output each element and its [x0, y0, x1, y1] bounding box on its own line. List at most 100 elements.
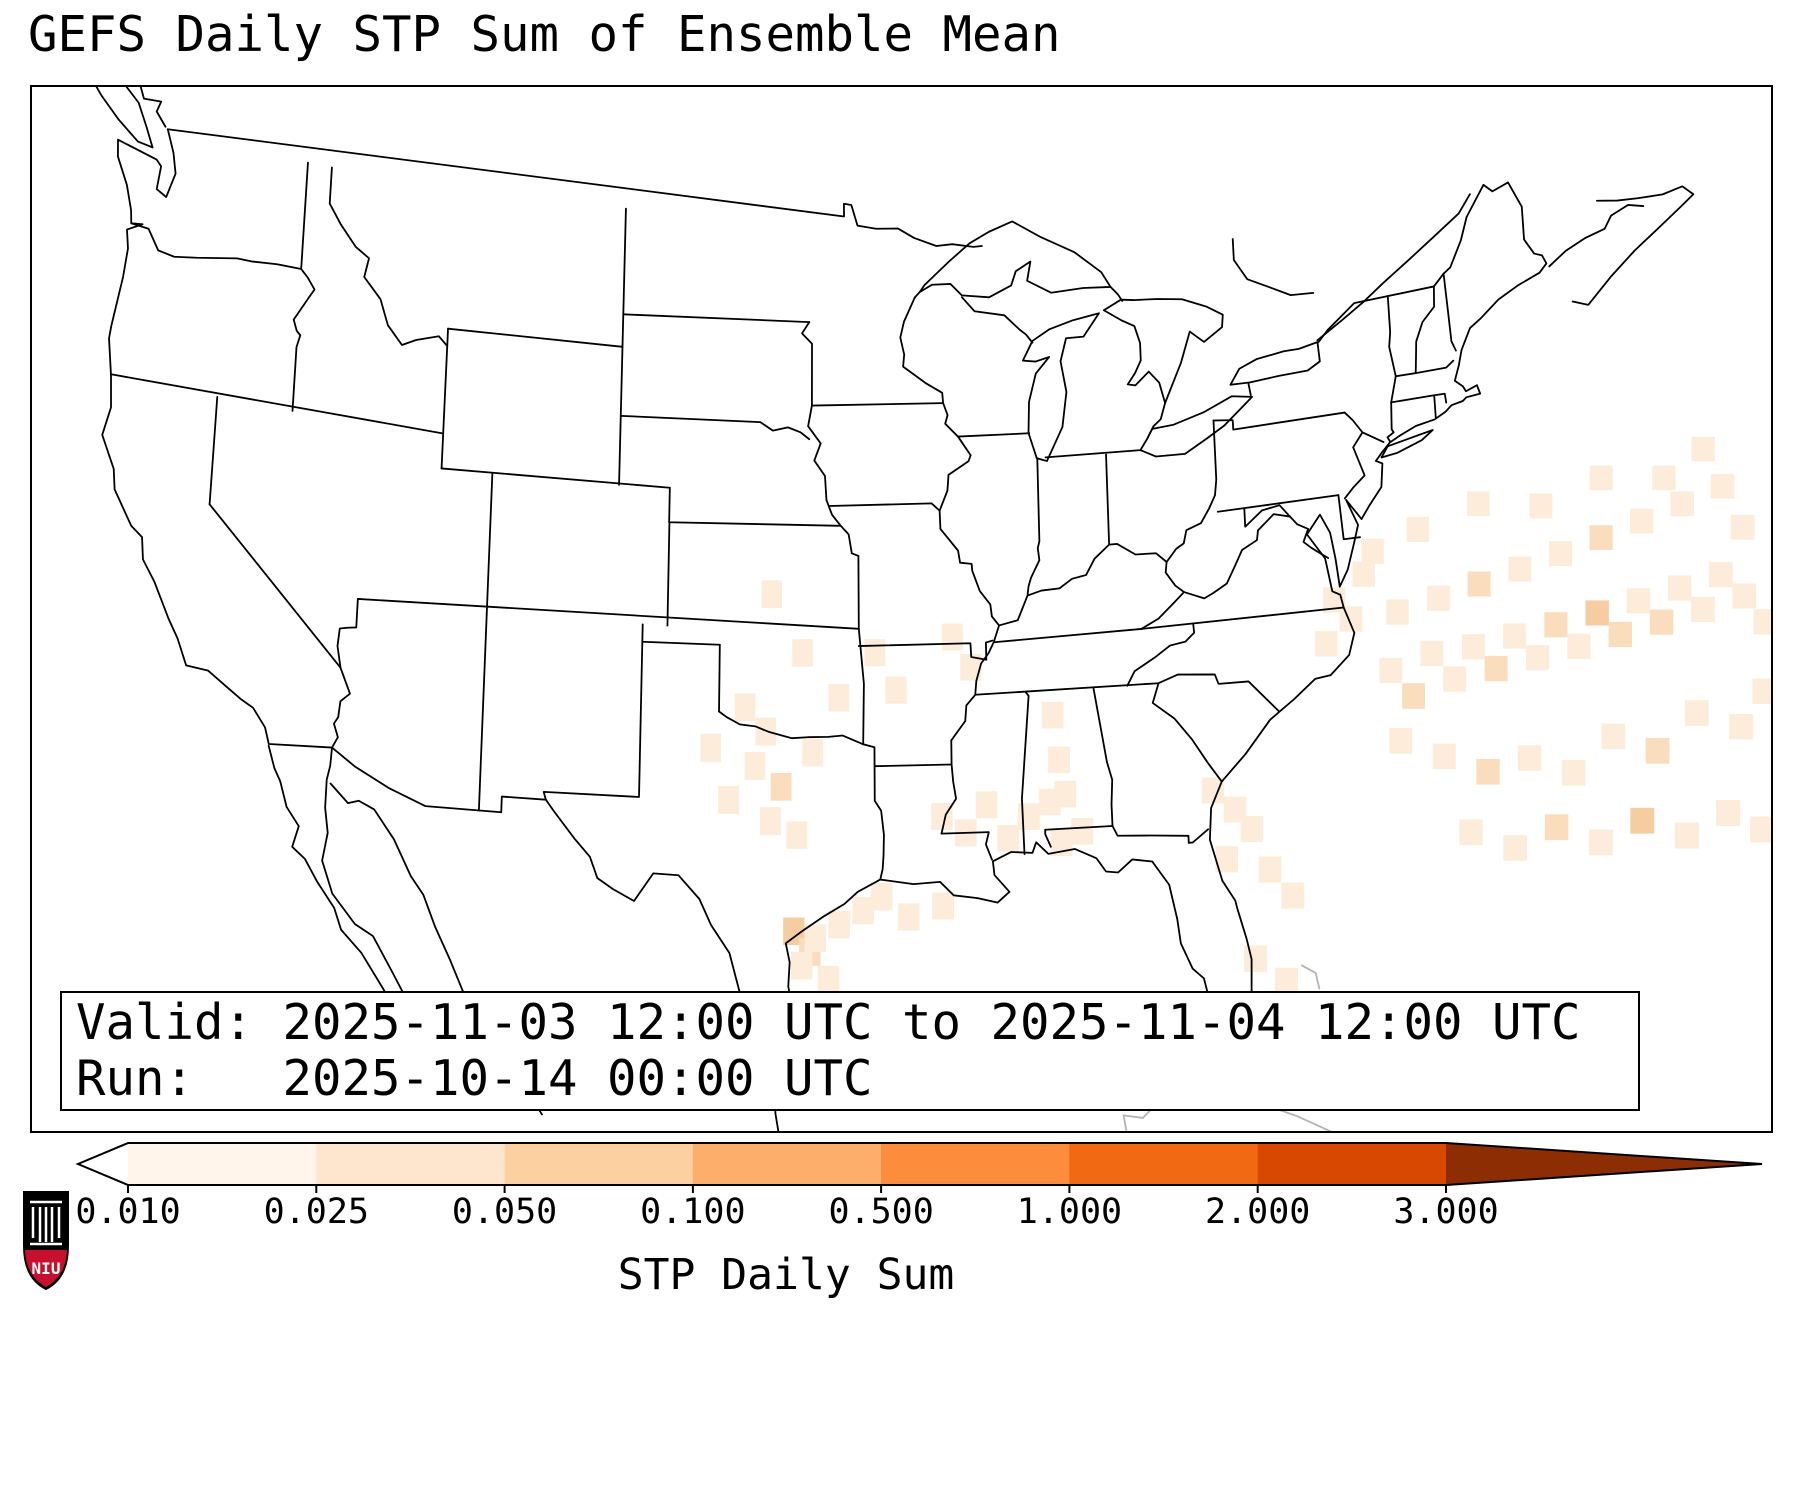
colorbar-tick-label: 1.000 [1016, 1192, 1123, 1232]
stp-cell [1215, 846, 1239, 873]
stp-cell [1048, 746, 1070, 774]
colorbar-segment [692, 1143, 882, 1185]
stp-cell [1601, 723, 1626, 750]
colorbar-segment [504, 1143, 694, 1185]
colorbar-tick-label: 0.050 [451, 1192, 558, 1232]
valid-run-info-box: Valid: 2025-11-03 12:00 UTC to 2025-11-0… [60, 991, 1640, 1111]
stp-cell [975, 791, 998, 819]
stp-cell [791, 951, 813, 980]
colorbar-tick-label: 3.000 [1393, 1192, 1499, 1232]
stp-cell [802, 738, 824, 767]
stp-cell [1732, 583, 1757, 609]
stp-cell [1274, 967, 1298, 995]
stp-cell [1420, 640, 1444, 667]
stp-cell [828, 910, 850, 939]
stp-cell [783, 917, 805, 946]
stp-cell [1386, 599, 1409, 625]
stp-cell [1041, 701, 1064, 729]
stp-cell [1258, 856, 1282, 883]
stp-cell [1050, 829, 1073, 857]
stp-cell [1710, 473, 1735, 499]
stp-cell [852, 896, 874, 925]
stp-cell [734, 693, 756, 722]
colorbar-tick-label: 0.500 [828, 1192, 934, 1232]
stp-cell [1667, 575, 1692, 601]
stp-cell [1716, 800, 1741, 826]
stp-cell [941, 623, 963, 651]
stp-cell [1585, 600, 1609, 626]
stp-cell [1018, 803, 1040, 830]
colorbar [60, 1141, 1770, 1199]
stp-cell [1432, 743, 1456, 770]
stp-cell [804, 924, 826, 952]
stp-cell [1517, 745, 1542, 771]
stp-cell [1315, 631, 1338, 657]
stp-cell [1561, 760, 1586, 786]
stp-cell [870, 883, 893, 911]
stp-cell [1549, 541, 1573, 567]
stp-cell [1729, 713, 1754, 740]
stp-cell [761, 580, 782, 609]
stp-cell [744, 751, 766, 780]
stp-cell [1054, 780, 1077, 808]
stp-cell [1567, 633, 1591, 659]
stp-cell [960, 653, 982, 681]
stp-cell [1352, 561, 1375, 587]
stp-cell [1484, 655, 1508, 682]
stp-cell [1402, 683, 1425, 709]
stp-cell [1674, 822, 1699, 849]
stp-cell [1626, 588, 1651, 614]
page-title: GEFS Daily STP Sum of Ensemble Mean [28, 6, 1061, 63]
niu-logo-text: NIU [32, 1259, 61, 1278]
stp-cell [1508, 556, 1532, 582]
stp-cell [718, 785, 739, 814]
colorbar-segment [128, 1143, 317, 1185]
castle-icon [30, 1200, 62, 1246]
run-line: Run: 2025-10-14 00:00 UTC [76, 1050, 873, 1107]
stp-cell [1461, 634, 1485, 660]
colorbar-under-arrow [78, 1143, 128, 1185]
stp-cell [828, 684, 850, 712]
stp-cell [1589, 465, 1613, 491]
stp-cell [1589, 525, 1613, 551]
colorbar-segment [316, 1143, 506, 1185]
stp-cell [1670, 491, 1694, 517]
stp-cell [1426, 585, 1450, 611]
stp-cell [1503, 623, 1527, 649]
colorbar-tick-label: 2.000 [1205, 1192, 1311, 1232]
niu-logo: NIU [23, 1191, 69, 1291]
colorbar-tick-label: 0.100 [640, 1192, 746, 1232]
stp-cell [770, 772, 792, 801]
stp-cell [792, 639, 813, 667]
colorbar-label: STP Daily Sum [617, 1250, 955, 1300]
stp-cell [1649, 609, 1674, 635]
stp-cell [1630, 807, 1655, 834]
stp-cell [1589, 829, 1613, 856]
stp-cell [1223, 796, 1247, 823]
stp-cell [931, 802, 953, 830]
stp-cell [1443, 666, 1467, 692]
stp-cell [1476, 759, 1500, 785]
stp-cell [759, 807, 781, 836]
colorbar-over-arrow [1446, 1143, 1762, 1185]
stp-cell [1630, 508, 1654, 534]
colorbar-gradient [75, 1142, 1763, 1193]
colorbar-segment [1257, 1143, 1447, 1185]
stp-cell [1459, 819, 1483, 846]
stp-cell [1406, 516, 1430, 542]
stp-cell [1645, 738, 1670, 764]
stp-cell [997, 824, 1020, 852]
stp-cell [755, 717, 777, 746]
stp-cell [1652, 465, 1676, 491]
stp-shaded-cells [700, 436, 1771, 995]
niu-shield-red [25, 1250, 67, 1287]
stp-cell [1730, 514, 1755, 540]
colorbar-segment [1069, 1143, 1259, 1185]
stp-cell [1201, 777, 1225, 804]
stp-cell [1244, 945, 1268, 972]
stp-cell [1529, 493, 1553, 519]
stp-cell [897, 903, 920, 931]
colorbar-tick-label: 0.025 [263, 1192, 369, 1232]
stp-cell [1750, 816, 1771, 843]
stp-cell [1753, 609, 1771, 635]
